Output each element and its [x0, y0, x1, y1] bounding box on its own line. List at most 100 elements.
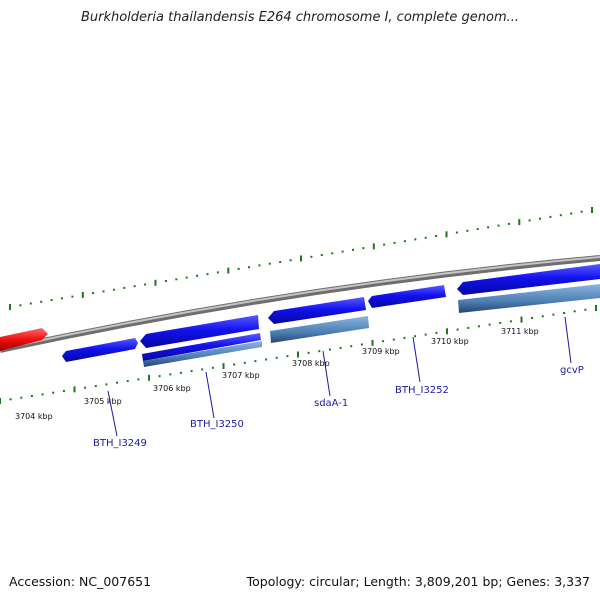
gene-forward-4[interactable]	[268, 297, 366, 324]
minor-tick	[116, 381, 119, 384]
topology-text: Topology: circular; Length: 3,809,201 bp…	[246, 574, 590, 589]
kbp-label: 3710 kbp	[431, 337, 469, 346]
minor-tick	[169, 373, 172, 376]
gene-highlighted[interactable]	[0, 328, 48, 351]
minor-tick	[30, 395, 33, 397]
minor-tick	[499, 321, 502, 324]
kbp-label: 3705 kbp	[84, 397, 122, 406]
minor-tick	[40, 300, 43, 303]
kbp-label: 3711 kbp	[501, 327, 539, 336]
minor-tick	[233, 363, 236, 366]
minor-tick	[243, 361, 246, 364]
minor-tick	[50, 299, 53, 302]
kbp-label: 3709 kbp	[362, 347, 400, 356]
minor-tick	[258, 264, 261, 267]
minor-tick	[424, 236, 427, 239]
gene-forward-3[interactable]	[142, 333, 261, 361]
gene-forward-5[interactable]	[368, 285, 446, 308]
gene-forward-2[interactable]	[140, 315, 259, 348]
minor-tick	[339, 346, 342, 349]
minor-tick	[573, 310, 576, 313]
minor-tick	[509, 320, 512, 323]
gene-label-bth-i3250[interactable]: BTH_I3250	[190, 419, 244, 430]
major-tick	[300, 255, 302, 262]
minor-tick	[435, 331, 438, 334]
minor-tick	[383, 243, 386, 246]
major-tick	[595, 305, 597, 311]
minor-tick	[477, 325, 480, 328]
minor-tick	[41, 393, 44, 396]
gene-reverse-3[interactable]	[458, 284, 600, 313]
minor-tick	[52, 391, 55, 394]
minor-tick	[196, 274, 199, 277]
minor-tick	[476, 228, 479, 231]
minor-tick	[350, 345, 353, 348]
map-title: Burkholderia thailandensis E264 chromoso…	[80, 10, 520, 25]
minor-tick	[158, 375, 161, 378]
minor-tick	[424, 333, 427, 336]
minor-tick	[123, 286, 126, 289]
minor-tick	[331, 252, 334, 255]
minor-tick	[531, 317, 534, 319]
kbp-label: 3704 kbp	[15, 412, 53, 421]
gene-forward-6[interactable]	[457, 264, 600, 295]
minor-tick	[552, 313, 555, 316]
minor-tick	[279, 261, 282, 263]
major-tick	[445, 231, 448, 238]
major-tick	[591, 207, 593, 213]
minor-tick	[275, 356, 278, 359]
minor-tick	[94, 385, 97, 388]
minor-tick	[84, 386, 87, 389]
major-tick	[81, 291, 84, 298]
gene-label-gcvp[interactable]: gcvP	[560, 365, 584, 376]
minor-tick	[549, 215, 552, 218]
major-tick	[372, 243, 375, 250]
minor-tick	[137, 378, 140, 381]
major-tick	[222, 363, 225, 370]
minor-tick	[133, 285, 136, 288]
minor-tick	[539, 217, 541, 220]
minor-tick	[414, 335, 417, 338]
minor-tick	[570, 212, 573, 215]
minor-tick	[352, 248, 354, 251]
gene-label-bth-i3249[interactable]: BTH_I3249	[93, 438, 147, 449]
minor-tick	[403, 336, 406, 339]
minor-tick	[29, 302, 32, 305]
minor-tick	[528, 219, 531, 222]
minor-tick	[237, 267, 240, 270]
minor-tick	[71, 295, 74, 298]
minor-tick	[265, 358, 268, 361]
minor-tick	[268, 262, 271, 265]
minor-tick	[403, 240, 406, 243]
minor-tick	[190, 370, 193, 373]
upper-tick-track	[9, 207, 593, 310]
gene-label-sdaa-1[interactable]: sdaA-1	[314, 398, 348, 409]
minor-tick	[102, 290, 105, 293]
minor-tick	[126, 380, 129, 383]
kbp-label: 3707 kbp	[222, 371, 260, 380]
minor-tick	[318, 350, 321, 353]
gene-label-bth-i3252[interactable]: BTH_I3252	[395, 385, 449, 396]
gene-reverse-1[interactable]	[143, 341, 262, 367]
minor-tick	[360, 343, 363, 346]
minor-tick	[206, 273, 209, 276]
minor-tick	[92, 292, 95, 295]
minor-tick	[286, 355, 289, 358]
minor-tick	[497, 224, 500, 227]
minor-tick	[392, 338, 395, 341]
minor-tick	[105, 383, 108, 386]
minor-tick	[201, 368, 204, 371]
gene-reverse-2[interactable]	[270, 316, 369, 343]
minor-tick	[164, 280, 167, 282]
major-tick	[154, 279, 157, 286]
minor-tick	[211, 366, 214, 369]
chromosome-backbone-highlight	[0, 256, 600, 350]
accession-text: Accession: NC_007651	[9, 574, 152, 589]
gene-forward-1[interactable]	[62, 338, 138, 362]
minor-tick	[216, 271, 219, 274]
minor-tick	[541, 315, 544, 318]
minor-tick	[328, 348, 331, 351]
major-tick	[9, 304, 11, 310]
minor-tick	[362, 247, 365, 250]
